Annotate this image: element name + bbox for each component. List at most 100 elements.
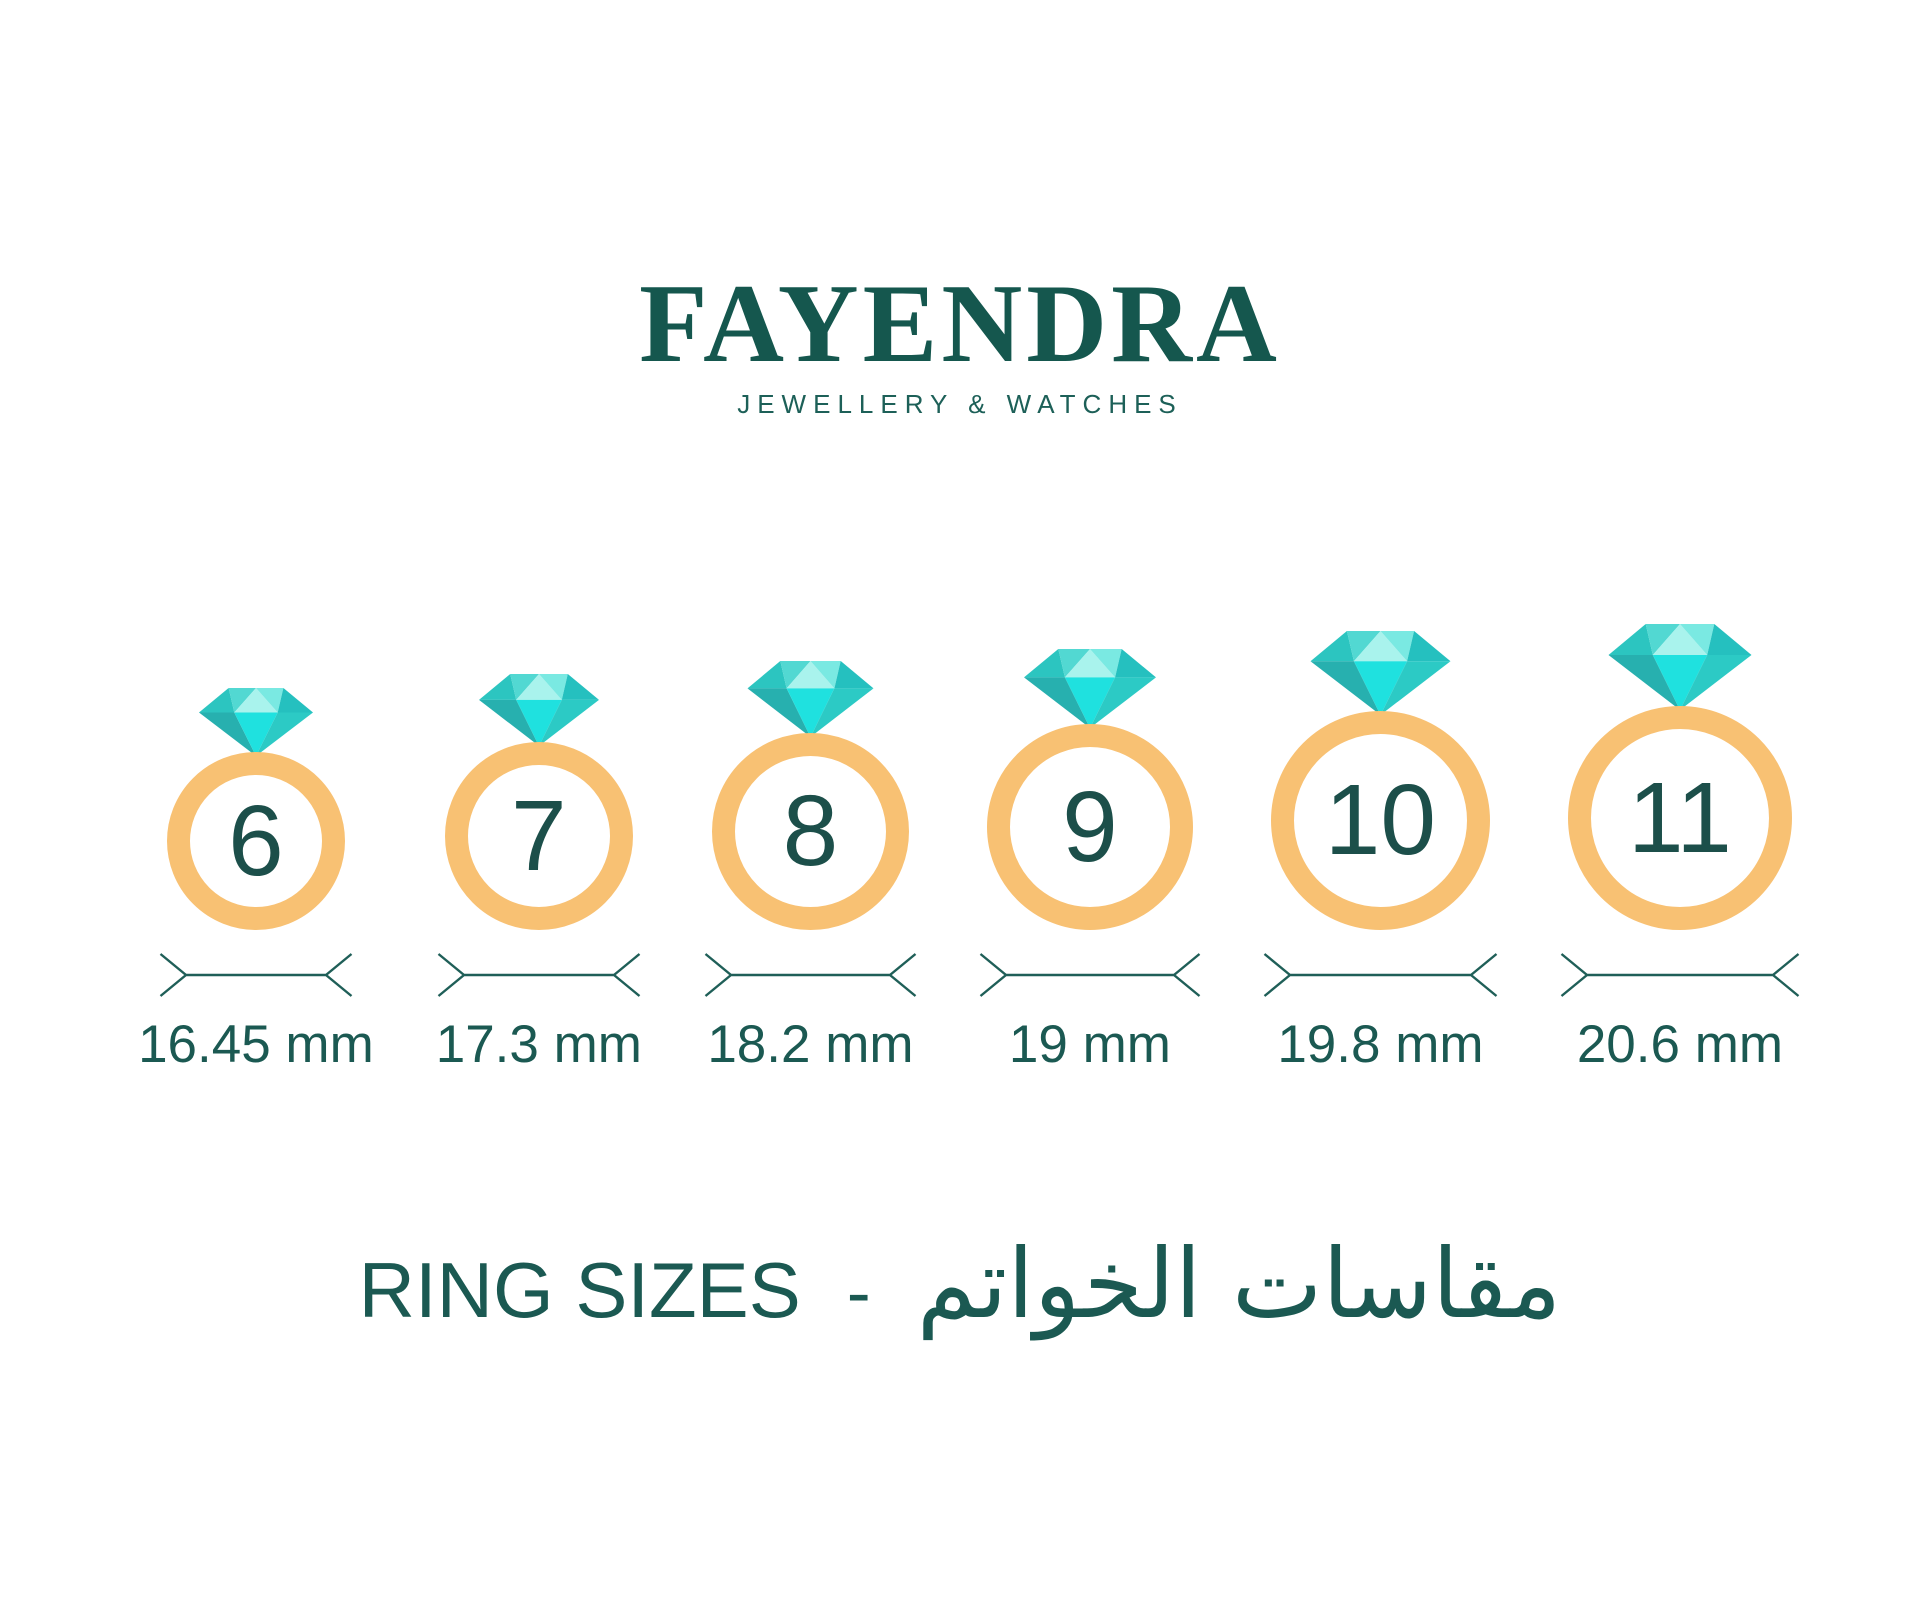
ring-graphic: 11 <box>1565 622 1795 932</box>
diamond-facet <box>1310 631 1354 662</box>
diamond-facet <box>1652 624 1708 655</box>
diamond-facet <box>1652 655 1708 710</box>
diamond-facet <box>1089 649 1122 678</box>
diamond-icon <box>198 688 313 756</box>
diamond-facet <box>1064 649 1116 678</box>
ring-icon <box>444 674 633 930</box>
diamond-facet <box>1645 624 1680 655</box>
diamond-facet <box>510 674 539 700</box>
chart-title: RING SIZES - مقاسات الخواتم <box>0 1228 1920 1340</box>
diamond-facet <box>1064 677 1116 728</box>
diameter-label: 19 mm <box>1008 1015 1171 1074</box>
diameter-label: 19.8 mm <box>1277 1015 1484 1074</box>
diamond-facet <box>780 661 811 689</box>
dimension-arrow <box>704 953 917 997</box>
diamond-facet <box>561 674 599 700</box>
ring-band-circle <box>1567 706 1792 930</box>
ring-icon <box>711 661 909 930</box>
diameter-label: 18.2 mm <box>707 1015 914 1074</box>
dimension-arrow-lines <box>1263 953 1498 997</box>
diamond-facet <box>1346 631 1381 662</box>
diamond-facet <box>1310 661 1381 715</box>
diamond-facet <box>1023 649 1065 678</box>
brand-name: FAYENDRA <box>639 262 1281 386</box>
diamond-facet <box>277 688 313 713</box>
ring-band-circle <box>166 752 345 930</box>
ring-graphic: 8 <box>709 659 912 932</box>
ring-item: 7 17.3 mm <box>436 672 642 1078</box>
diameter-label: 17.3 mm <box>435 1015 642 1074</box>
diamond-facet <box>1089 677 1156 728</box>
diameter-label: 16.45 mm <box>138 1015 374 1074</box>
diamond-facet <box>1707 624 1752 655</box>
dimension-arrow <box>437 953 641 997</box>
diamond-facet <box>234 712 278 756</box>
chart-title-ar: مقاسات الخواتم <box>916 1228 1562 1340</box>
ring-item: 11 20.6 mm <box>1560 622 1800 1078</box>
diamond-facet <box>516 699 562 746</box>
ring-item: 9 19 mm <box>979 647 1201 1078</box>
diamond-facet <box>1679 655 1752 710</box>
diameter-label: 20.6 mm <box>1576 1015 1784 1074</box>
chart-title-separator: - <box>846 1253 871 1333</box>
diamond-icon <box>747 661 874 737</box>
ring-band-circle <box>711 733 909 930</box>
chart-title-en: RING SIZES <box>358 1246 801 1334</box>
ring-icon <box>1270 631 1490 930</box>
ring-item: 6 16.45 mm <box>138 686 374 1078</box>
ring-item: 10 19.8 mm <box>1263 629 1498 1078</box>
diamond-facet <box>786 661 835 689</box>
diamond-facet <box>834 661 874 689</box>
ring-band-circle <box>986 724 1193 930</box>
dimension-arrow-lines <box>437 953 641 997</box>
diamond-facet <box>1407 631 1451 662</box>
diamond-facet <box>747 688 811 737</box>
diamond-icon <box>1023 649 1156 728</box>
diamond-facet <box>1023 677 1090 728</box>
diamond-facet <box>234 688 278 713</box>
ring-item: 8 18.2 mm <box>704 659 917 1078</box>
diamond-facet <box>1353 631 1408 662</box>
diamond-facet <box>810 661 841 689</box>
diamond-facet <box>1353 661 1408 715</box>
diamond-facet <box>198 712 256 756</box>
diamond-facet <box>478 674 517 700</box>
diamond-facet <box>228 688 256 713</box>
ring-icon <box>166 688 345 930</box>
ring-icon <box>986 649 1193 930</box>
dimension-arrow-lines <box>704 953 917 997</box>
ring-band-circle <box>1270 711 1490 930</box>
diamond-facet <box>538 674 568 700</box>
brand-tagline: JEWELLERY & WATCHES <box>737 389 1183 419</box>
diamond-facet <box>1380 631 1415 662</box>
ring-graphic: 9 <box>984 647 1196 932</box>
diamond-facet <box>747 661 787 689</box>
diamond-facet <box>255 712 313 756</box>
diamond-facet <box>786 688 835 737</box>
diamond-facet <box>516 674 562 700</box>
diamond-facet <box>1058 649 1090 678</box>
diamond-facet <box>198 688 235 713</box>
diamond-icon <box>478 674 599 746</box>
dimension-arrow <box>1560 953 1800 997</box>
dimension-arrow <box>979 953 1201 997</box>
diamond-icon <box>1608 624 1752 710</box>
ring-graphic: 10 <box>1268 629 1493 932</box>
diamond-facet <box>1608 624 1653 655</box>
diamond-facet <box>1115 649 1156 678</box>
ring-icon <box>1567 624 1792 930</box>
dimension-arrow <box>1263 953 1498 997</box>
diamond-facet <box>1679 624 1715 655</box>
dimension-arrow <box>159 953 353 997</box>
ring-graphic: 6 <box>164 686 348 932</box>
dimension-arrow-lines <box>979 953 1201 997</box>
dimension-arrow-lines <box>159 953 353 997</box>
diamond-facet <box>1608 655 1680 710</box>
rings-row: 6 16.45 mm 7 17.3 mm 8 18.2 mm 9 19 mm 10 19.8 mm… <box>0 622 1920 1078</box>
ring-band-circle <box>444 742 633 930</box>
dimension-arrow-lines <box>1560 953 1800 997</box>
diamond-facet <box>255 688 284 713</box>
diamond-icon <box>1310 631 1451 715</box>
ring-graphic: 7 <box>442 672 636 932</box>
diamond-facet <box>1380 661 1451 715</box>
